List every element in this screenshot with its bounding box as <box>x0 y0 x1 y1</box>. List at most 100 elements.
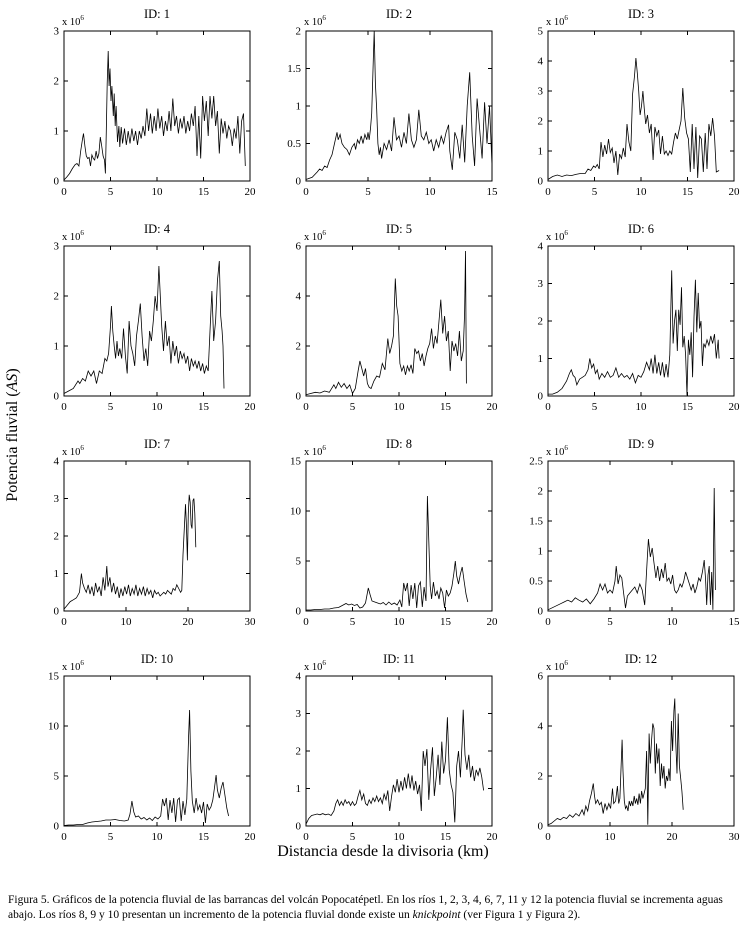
series-line <box>63 494 197 610</box>
subplot-svg-12: ID: 12 x 106 0 10 20 30 0 2 4 6 <box>538 652 741 843</box>
x-tick-label: 10 <box>636 401 648 413</box>
plot-box <box>63 675 251 827</box>
subplot-title: ID: 8 <box>386 437 412 451</box>
y-tick-label: 2 <box>538 116 544 128</box>
x-tick-label: 10 <box>605 831 617 843</box>
x-tick-label: 10 <box>121 616 133 628</box>
y-tick-label: 3 <box>54 26 60 38</box>
subplot-svg-4: ID: 4 x 106 0 5 10 15 20 0 1 2 3 <box>54 222 257 413</box>
series-line <box>63 260 225 394</box>
series-line <box>548 270 720 396</box>
y-axis-multiplier: x 106 <box>304 659 326 673</box>
x-tick-label: 5 <box>108 186 114 198</box>
y-tick-label: 1 <box>538 353 544 365</box>
plot-box <box>305 675 493 827</box>
y-tick-label: 0 <box>538 176 544 188</box>
y-axis-label-italic: AS <box>4 373 21 392</box>
x-tick-label: 0 <box>545 186 551 198</box>
x-axis-label: Distancia desde la divisoria (km) <box>277 843 489 860</box>
subplot-8: ID: 8 x 106 0 5 10 15 20 0 5 10 15 <box>262 435 504 650</box>
series-line <box>305 30 493 180</box>
subplot-svg-9: ID: 9 x 106 0 5 10 15 0 0.5 1 1.5 2 2.5 <box>529 437 741 628</box>
y-tick-label: 10 <box>48 721 60 733</box>
x-tick-label: 15 <box>682 401 694 413</box>
x-tick-label: 0 <box>303 831 309 843</box>
subplot-2: ID: 2 x 106 0 5 10 15 0 0.5 1 1.5 2 <box>262 5 504 220</box>
y-tick-label: 3 <box>538 86 544 98</box>
series-line <box>63 709 229 826</box>
x-tick-label: 10 <box>152 186 164 198</box>
y-tick-label: 4 <box>538 721 544 733</box>
y-tick-label: 2 <box>54 76 60 88</box>
y-tick-label: 0.5 <box>287 138 301 150</box>
y-axis-multiplier: x 106 <box>304 229 326 243</box>
y-axis-multiplier: x 106 <box>546 14 568 28</box>
y-tick-label: 3 <box>538 278 544 290</box>
y-tick-label: 0 <box>296 821 302 833</box>
x-tick-label: 0 <box>545 401 551 413</box>
y-tick-label: 2 <box>538 316 544 328</box>
x-tick-label: 10 <box>425 186 437 198</box>
series-line <box>547 487 716 611</box>
y-tick-label: 1 <box>296 783 302 795</box>
x-tick-label: 10 <box>636 186 648 198</box>
x-tick-label: 15 <box>729 616 741 628</box>
subplot-title: ID: 12 <box>625 652 657 666</box>
x-tick-label: 15 <box>487 186 499 198</box>
x-tick-label: 20 <box>729 401 741 413</box>
y-tick-label: 0 <box>296 176 302 188</box>
subplot-6: ID: 6 x 106 0 5 10 15 20 0 1 2 3 4 <box>504 220 746 435</box>
y-tick-label: 0 <box>54 821 60 833</box>
x-tick-label: 20 <box>245 831 257 843</box>
y-tick-label: 5 <box>54 771 60 783</box>
caption-text-1: Figura 5. Gráficos de la potencia fluvia… <box>8 894 723 922</box>
x-tick-label: 15 <box>198 401 210 413</box>
y-tick-label: 4 <box>538 56 544 68</box>
subplot-title: ID: 9 <box>628 437 654 451</box>
x-tick-label: 5 <box>607 616 613 628</box>
y-tick-label: 4 <box>296 671 302 683</box>
y-axis-multiplier: x 106 <box>62 444 84 458</box>
x-tick-label: 10 <box>394 616 406 628</box>
subplot-svg-11: ID: 11 x 106 0 5 10 15 20 0 1 2 3 4 <box>296 652 499 843</box>
subplot-svg-10: ID: 10 x 106 0 5 10 15 20 0 5 10 15 <box>48 652 257 843</box>
x-tick-label: 5 <box>592 401 598 413</box>
subplot-1: ID: 1 x 106 0 5 10 15 20 0 1 2 3 <box>20 5 262 220</box>
x-tick-label: 20 <box>245 401 257 413</box>
subplot-svg-2: ID: 2 x 106 0 5 10 15 0 0.5 1 1.5 2 <box>287 7 499 198</box>
y-tick-label: 10 <box>290 506 302 518</box>
y-tick-label: 2 <box>538 771 544 783</box>
subplot-title: ID: 1 <box>144 7 170 21</box>
subplot-title: ID: 10 <box>141 652 173 666</box>
subplot-svg-3: ID: 3 x 106 0 5 10 15 20 0 1 2 3 4 5 <box>538 7 741 198</box>
subplot-title: ID: 5 <box>386 222 412 236</box>
y-tick-label: 1 <box>538 146 544 158</box>
x-tick-label: 20 <box>487 616 499 628</box>
plot-box <box>547 460 735 612</box>
subplot-title: ID: 2 <box>386 7 412 21</box>
x-tick-label: 0 <box>303 616 309 628</box>
x-tick-label: 0 <box>61 616 67 628</box>
y-tick-label: 4 <box>538 241 544 253</box>
y-axis-multiplier: x 106 <box>304 444 326 458</box>
x-tick-label: 5 <box>592 186 598 198</box>
y-tick-label: 0 <box>538 391 544 403</box>
y-axis-multiplier: x 106 <box>546 659 568 673</box>
series-line <box>306 495 469 611</box>
x-tick-label: 5 <box>108 401 114 413</box>
y-tick-label: 0 <box>538 821 544 833</box>
x-tick-label: 15 <box>440 616 452 628</box>
x-tick-label: 0 <box>61 401 67 413</box>
x-tick-label: 5 <box>350 831 356 843</box>
y-tick-label: 2 <box>296 26 302 38</box>
plot-box <box>63 30 251 182</box>
x-tick-label: 20 <box>245 186 257 198</box>
y-tick-label: 15 <box>290 456 302 468</box>
plot-box <box>547 675 735 827</box>
subplot-title: ID: 3 <box>628 7 654 21</box>
subplot-3: ID: 3 x 106 0 5 10 15 20 0 1 2 3 4 5 <box>504 5 746 220</box>
subplot-5: ID: 5 x 106 0 5 10 15 20 0 2 4 6 <box>262 220 504 435</box>
x-tick-label: 5 <box>365 186 371 198</box>
